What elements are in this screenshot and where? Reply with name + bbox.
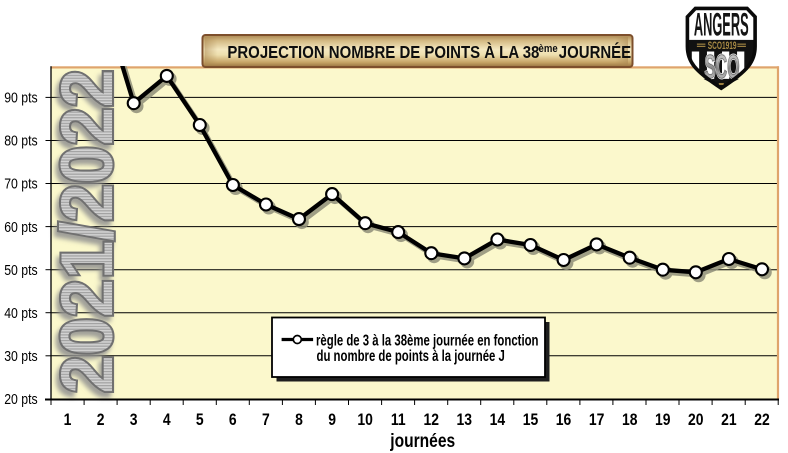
svg-text:4: 4 <box>163 411 171 430</box>
svg-text:10: 10 <box>357 411 372 430</box>
svg-text:9: 9 <box>328 411 336 430</box>
svg-text:20 pts: 20 pts <box>4 391 38 407</box>
svg-text:2021/2022: 2021/2022 <box>47 69 128 393</box>
svg-text:15: 15 <box>523 411 539 430</box>
svg-text:13: 13 <box>457 411 473 430</box>
svg-text:ANGERS: ANGERS <box>694 8 749 43</box>
svg-text:du nombre de points à la journ: du nombre de points à la journée J <box>317 347 505 364</box>
svg-text:21: 21 <box>721 411 737 430</box>
svg-text:8: 8 <box>295 411 303 430</box>
svg-text:5: 5 <box>196 411 204 430</box>
svg-text:11: 11 <box>391 411 406 430</box>
svg-text:70 pts: 70 pts <box>4 176 38 192</box>
svg-text:18: 18 <box>622 411 638 430</box>
svg-text:40 pts: 40 pts <box>4 305 38 321</box>
svg-text:50 pts: 50 pts <box>4 262 38 278</box>
svg-text:7: 7 <box>262 411 270 430</box>
svg-text:SCO1919: SCO1919 <box>708 40 737 52</box>
svg-text:19: 19 <box>655 411 671 430</box>
svg-text:30 pts: 30 pts <box>4 348 38 364</box>
svg-text:6: 6 <box>229 411 237 430</box>
svg-text:journées: journées <box>389 430 455 452</box>
svg-text:14: 14 <box>490 411 506 430</box>
svg-text:2: 2 <box>97 411 105 430</box>
svg-text:90 pts: 90 pts <box>4 89 38 105</box>
svg-text:60 pts: 60 pts <box>4 219 38 235</box>
svg-text:20: 20 <box>688 411 703 430</box>
svg-text:règle de 3 à la 38ème journée: règle de 3 à la 38ème journée en fonctio… <box>316 332 539 349</box>
svg-text:12: 12 <box>424 411 440 430</box>
svg-text:22: 22 <box>754 411 770 430</box>
svg-text:PROJECTION NOMBRE DE POINTS À: PROJECTION NOMBRE DE POINTS À LA 38ème J… <box>227 42 631 62</box>
svg-text:3: 3 <box>130 411 138 430</box>
svg-text:17: 17 <box>589 411 604 430</box>
svg-text:16: 16 <box>556 411 572 430</box>
svg-text:80 pts: 80 pts <box>4 133 38 149</box>
svg-text:1: 1 <box>64 411 72 430</box>
